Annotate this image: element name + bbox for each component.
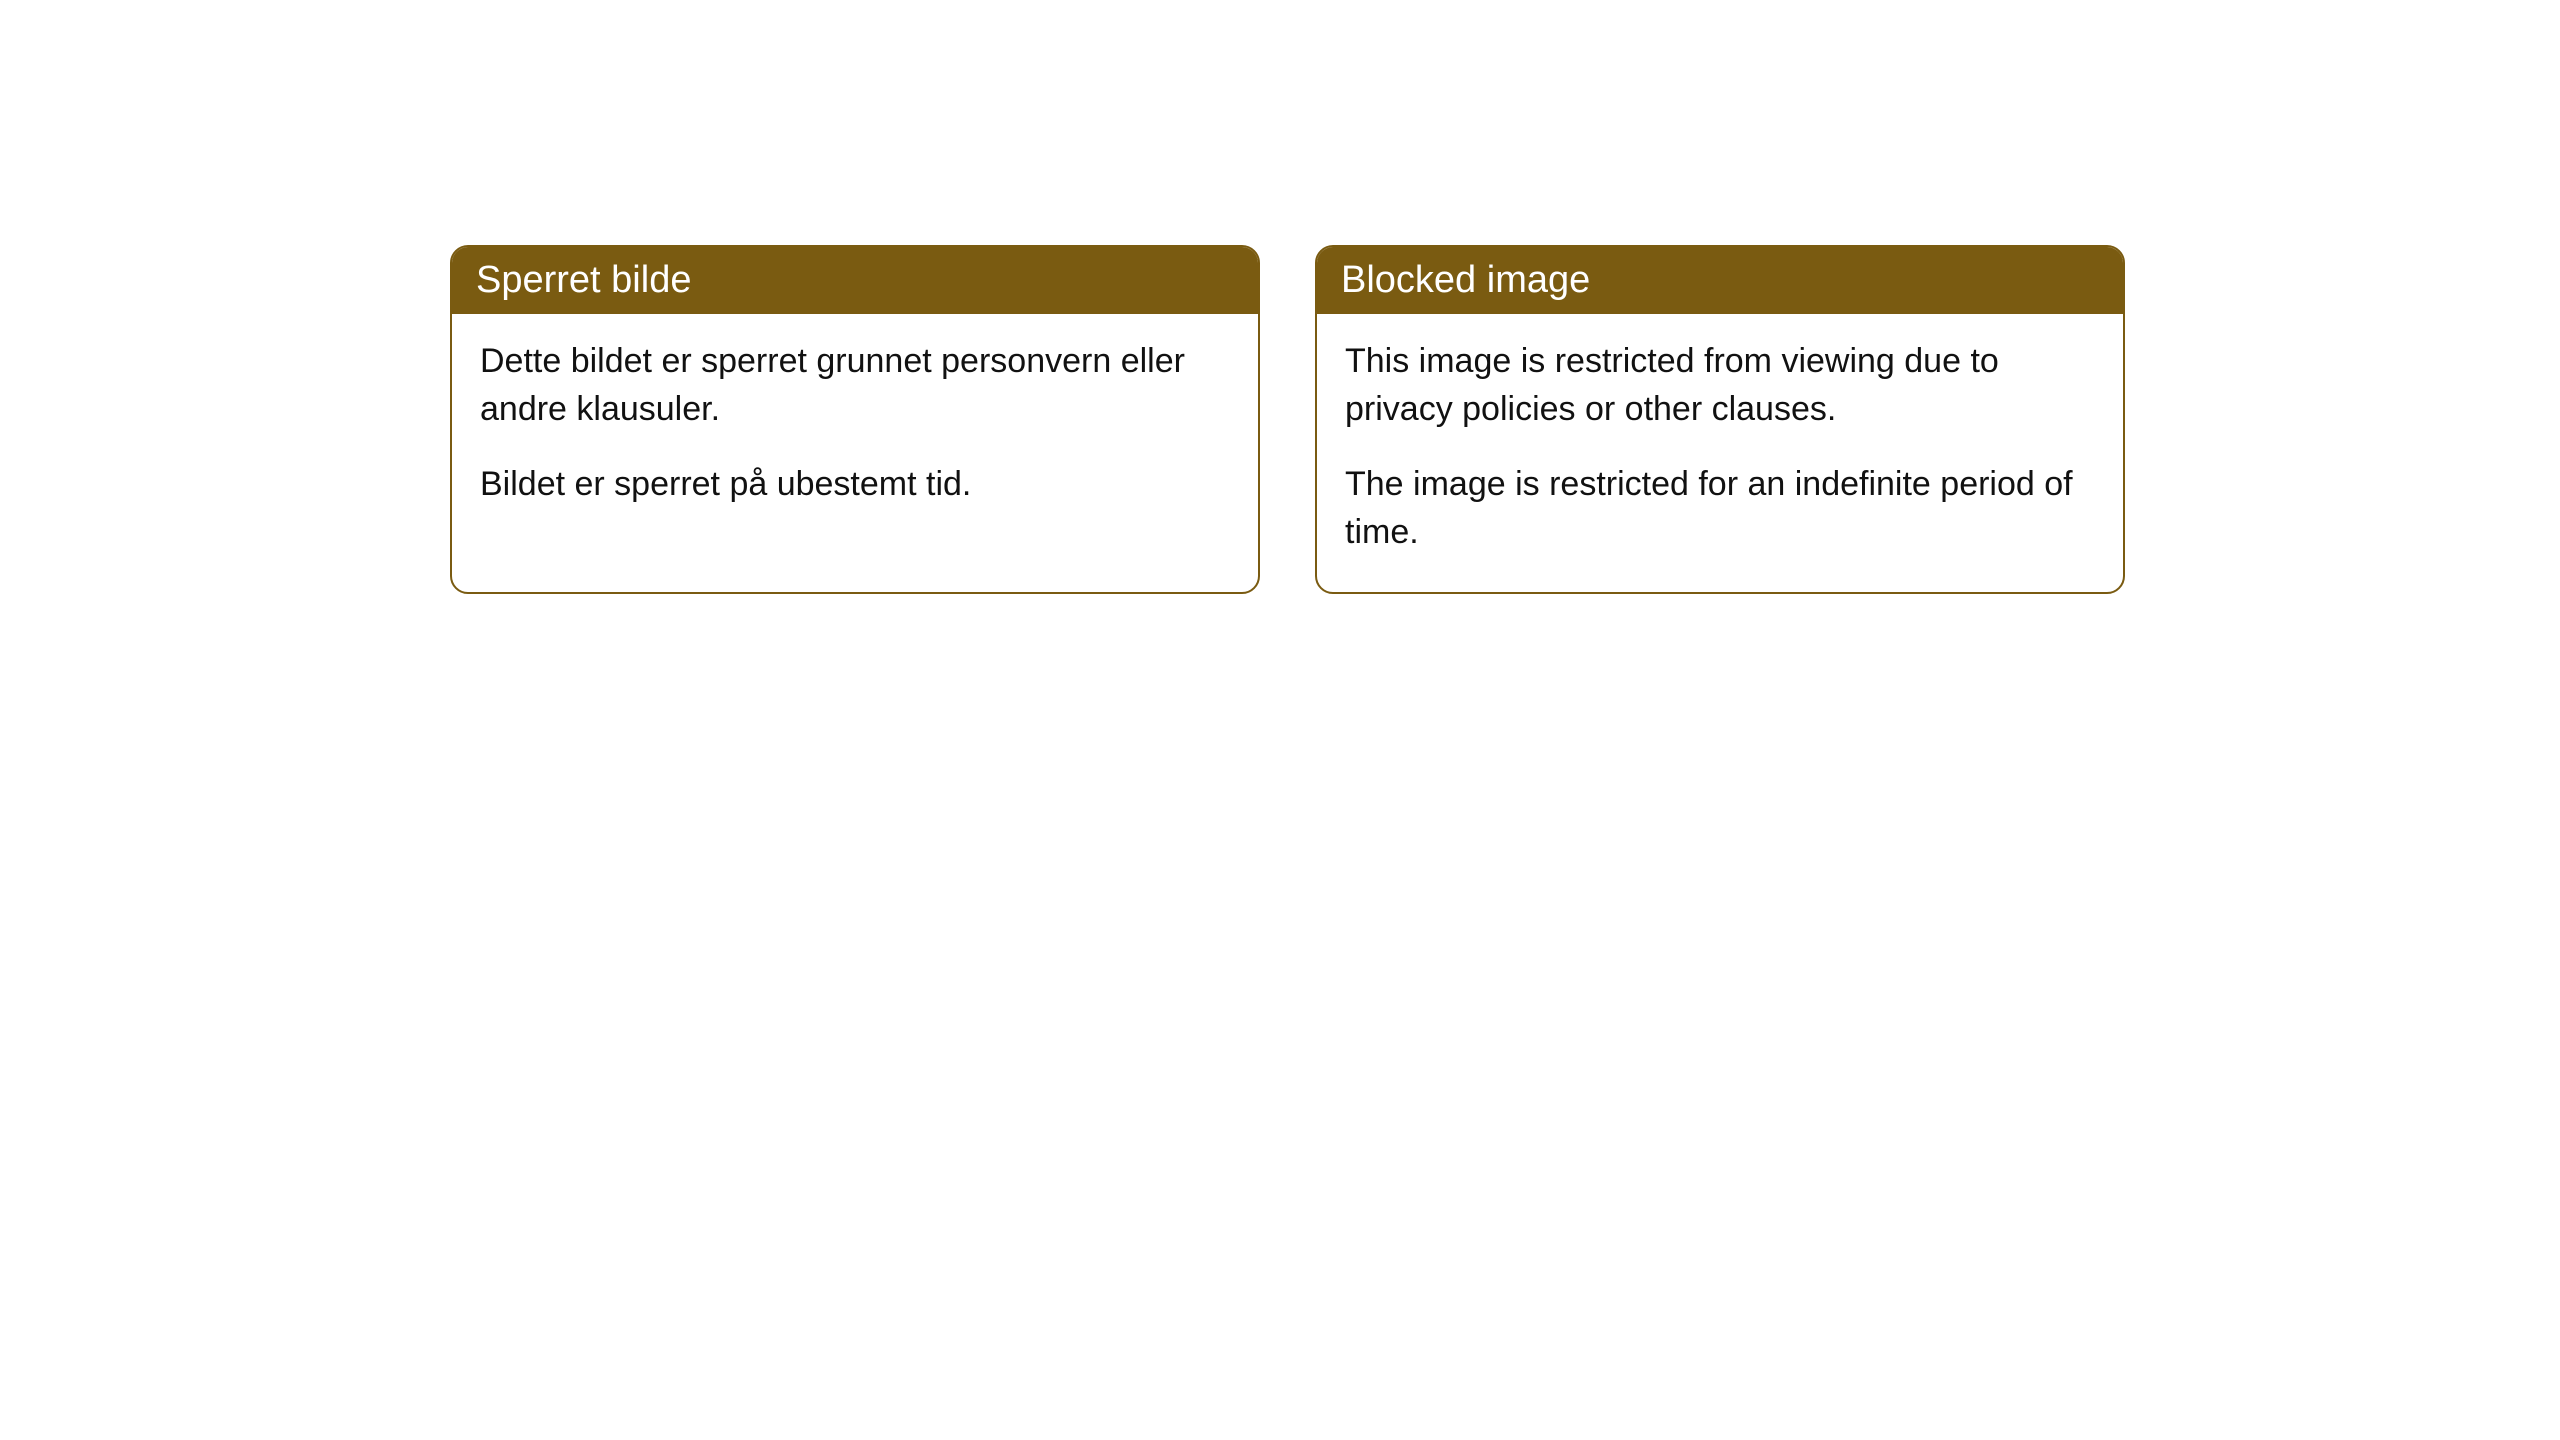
card-paragraph-1: This image is restricted from viewing du…: [1345, 338, 2095, 433]
notice-card-english: Blocked image This image is restricted f…: [1315, 245, 2125, 594]
card-title: Blocked image: [1317, 247, 2123, 314]
notice-cards-container: Sperret bilde Dette bildet er sperret gr…: [450, 245, 2125, 594]
card-paragraph-1: Dette bildet er sperret grunnet personve…: [480, 338, 1230, 433]
card-body: This image is restricted from viewing du…: [1317, 314, 2123, 592]
card-title: Sperret bilde: [452, 247, 1258, 314]
notice-card-norwegian: Sperret bilde Dette bildet er sperret gr…: [450, 245, 1260, 594]
card-paragraph-2: Bildet er sperret på ubestemt tid.: [480, 461, 1230, 509]
card-paragraph-2: The image is restricted for an indefinit…: [1345, 461, 2095, 556]
card-body: Dette bildet er sperret grunnet personve…: [452, 314, 1258, 545]
